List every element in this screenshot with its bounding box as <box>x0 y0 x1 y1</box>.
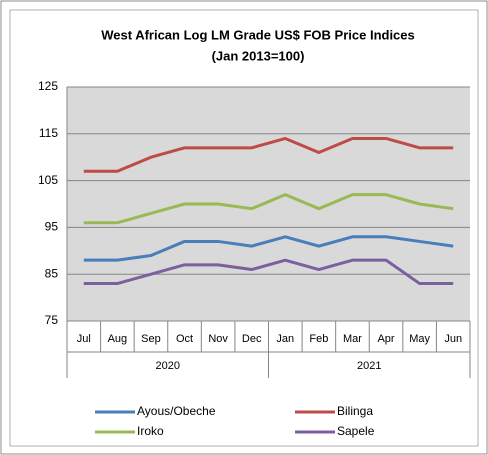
y-tick-label: 85 <box>45 266 59 280</box>
y-tick-label: 125 <box>38 79 58 93</box>
series-line <box>83 193 454 225</box>
plot-area <box>67 87 470 321</box>
y-tick-label: 115 <box>39 126 58 140</box>
y-tick-label: 105 <box>38 173 58 187</box>
y-tick-label: 95 <box>45 220 59 234</box>
y-tick-label: 75 <box>45 313 59 327</box>
series-line <box>83 235 454 262</box>
x-group-label: 2020 <box>156 360 180 372</box>
x-group-label: 2021 <box>357 360 381 372</box>
legend-label: Ayous/Obeche <box>137 404 216 418</box>
x-tick-label: Sep <box>141 333 161 345</box>
legend-label: Sapele <box>337 424 375 438</box>
series-line <box>83 258 454 286</box>
legend-label: Bilinga <box>337 404 373 418</box>
x-tick-label: Apr <box>377 333 394 345</box>
x-tick-label: Aug <box>108 333 128 345</box>
x-tick-label: Feb <box>309 333 328 345</box>
x-tick-label: Jul <box>77 333 91 345</box>
x-tick-label: Oct <box>176 333 193 345</box>
chart-subtitle: (Jan 2013=100) <box>212 48 305 63</box>
x-tick-label: Jun <box>444 333 462 345</box>
legend-label: Iroko <box>137 424 164 438</box>
x-tick-label: May <box>409 333 430 345</box>
x-tick-label: Mar <box>343 333 362 345</box>
series-line <box>83 136 454 173</box>
chart-title: West African Log LM Grade US$ FOB Price … <box>101 27 415 42</box>
x-tick-label: Dec <box>242 333 262 345</box>
x-tick-label: Nov <box>208 333 228 345</box>
x-tick-label: Jan <box>276 333 294 345</box>
